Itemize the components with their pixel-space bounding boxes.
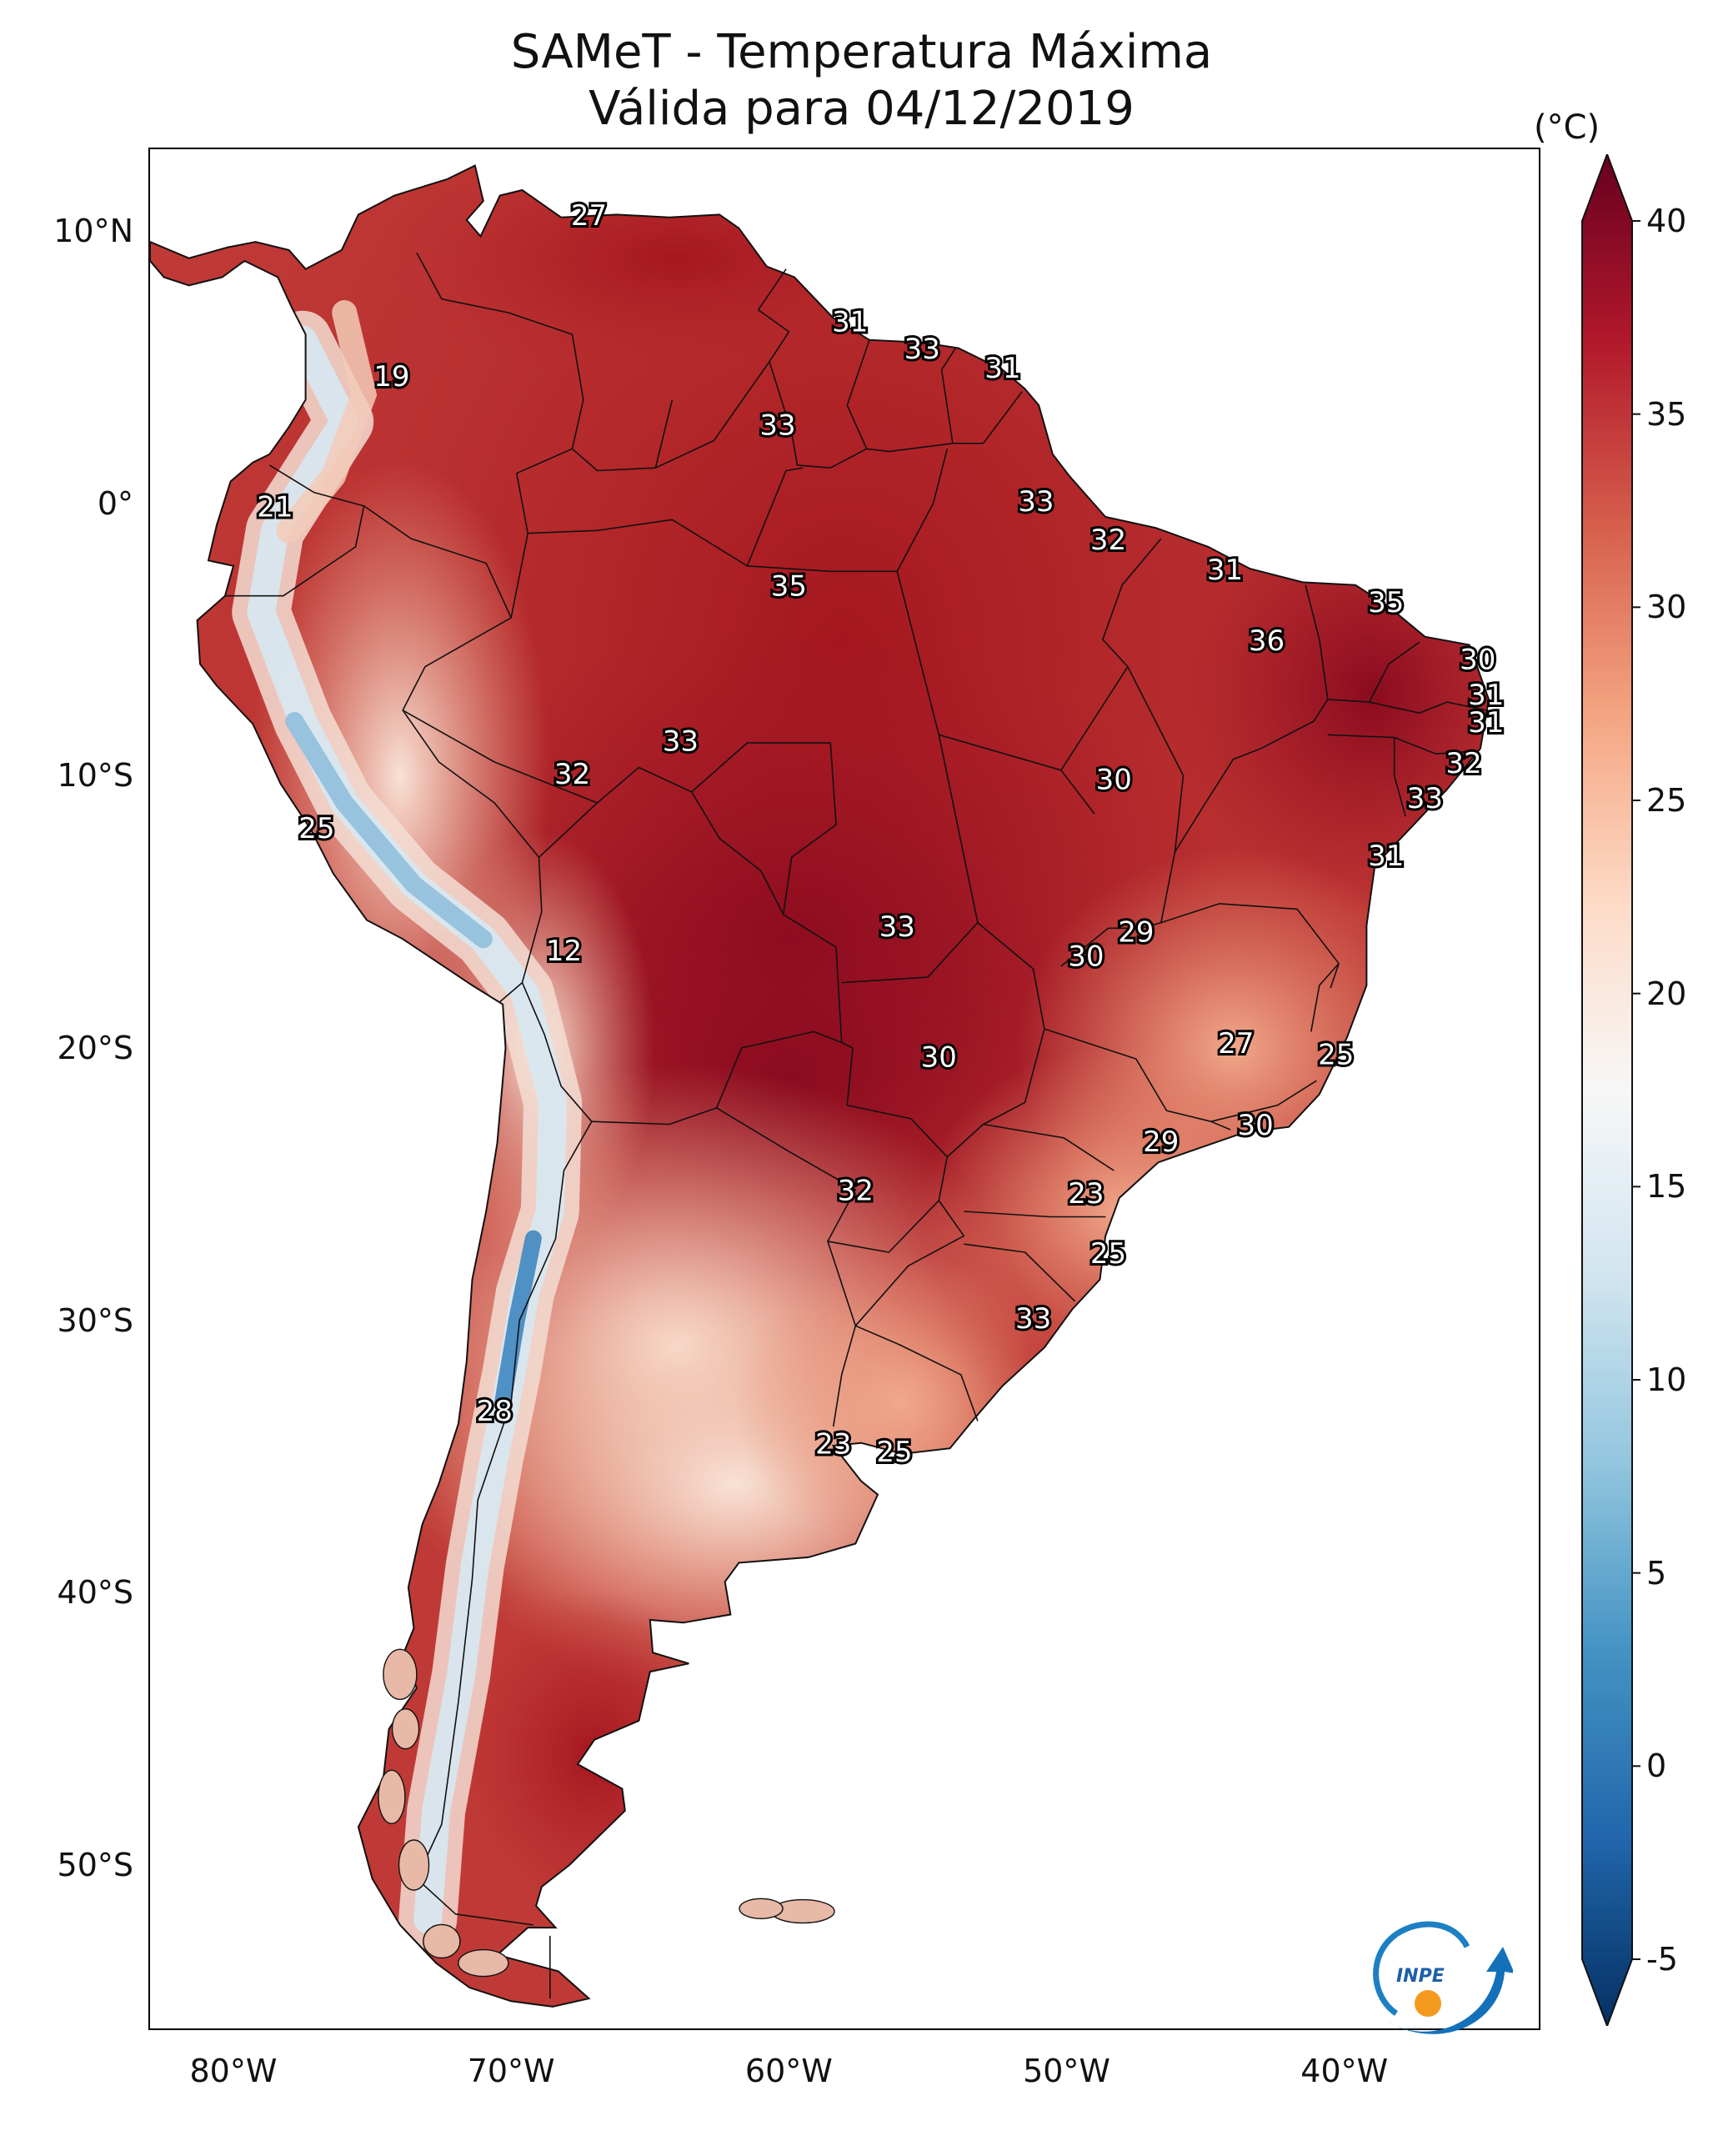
station-value-label: 33 <box>1018 485 1054 519</box>
latitude-tick-label: 0° <box>97 484 133 522</box>
colorbar-tick-label: 0 <box>1646 1747 1667 1785</box>
longitude-tick-label: 70°W <box>467 2053 555 2089</box>
station-value-label: 33 <box>759 409 795 443</box>
continent-temperature-field <box>150 164 1490 2008</box>
station-value-label: 32 <box>554 758 590 791</box>
map-area[interactable]: 27 19 31 33 31 33 21 33 32 31 35 35 36 30 31 31 33 32 32 30… <box>148 148 1540 2030</box>
station-value-label: 25 <box>876 1436 912 1469</box>
station-value-label: 33 <box>904 333 940 366</box>
station-value-label: 33 <box>879 910 915 944</box>
country-borders <box>225 252 1486 1999</box>
colorbar-tick-label: 20 <box>1646 975 1687 1012</box>
station-value-label: 35 <box>1368 586 1404 619</box>
station-value-label: 33 <box>663 725 699 759</box>
station-value-label: 25 <box>298 812 334 845</box>
station-value-label: 23 <box>815 1427 851 1461</box>
station-value-label: 29 <box>1118 915 1154 949</box>
station-value-label: 33 <box>1407 782 1443 815</box>
colorbar-tick-label: 40 <box>1646 203 1687 239</box>
latitude-tick-label: 40°S <box>57 1574 133 1612</box>
station-value-label: 30 <box>921 1041 957 1075</box>
longitude-tick-label: 80°W <box>189 2053 278 2089</box>
inpe-logo: INPE <box>1373 1921 1513 2034</box>
station-value-label: 25 <box>1318 1038 1354 1071</box>
colorbar <box>1581 154 1640 2026</box>
colorbar-tick-label: 5 <box>1646 1554 1667 1592</box>
colorbar-tick-label: 10 <box>1646 1361 1687 1398</box>
station-value-label: 31 <box>1368 840 1404 873</box>
station-value-label: 19 <box>373 360 409 394</box>
station-value-label: 12 <box>546 935 582 968</box>
station-value-label: 30 <box>1460 644 1495 677</box>
station-value-label: 36 <box>1249 624 1285 658</box>
station-value-label: 23 <box>1068 1177 1104 1211</box>
station-value-label: 30 <box>1237 1109 1273 1142</box>
station-value-label: 31 <box>1207 554 1243 587</box>
station-value-label: 31 <box>984 352 1020 385</box>
station-value-label: 31 <box>832 306 868 339</box>
latitude-tick-label: 20°S <box>57 1030 133 1066</box>
latitude-tick-label: 50°S <box>57 1847 133 1883</box>
colorbar-tick-label: 30 <box>1646 589 1687 626</box>
longitude-tick-label: 50°W <box>1023 2053 1111 2089</box>
station-value-label: 31 <box>1468 679 1504 712</box>
station-value-label: 30 <box>1096 763 1132 796</box>
station-value-label: 30 <box>1068 940 1104 974</box>
station-value-label: 32 <box>838 1175 874 1208</box>
map-title: SAMeT - Temperatura Máxima <box>510 25 1213 79</box>
station-value-label: 27 <box>1218 1027 1254 1060</box>
svg-text:INPE: INPE <box>1396 1966 1445 1987</box>
station-value-label: 29 <box>1143 1126 1179 1159</box>
map-subtitle: Válida para 04/12/2019 <box>589 82 1134 136</box>
station-value-label: 32 <box>1445 747 1481 780</box>
colorbar-tick-label: 35 <box>1646 395 1687 433</box>
station-value-label: 32 <box>1090 524 1126 557</box>
longitude-tick-label: 60°W <box>744 2053 833 2089</box>
colorbar-tick-label: 25 <box>1646 782 1687 819</box>
station-value-label: 27 <box>571 199 607 233</box>
colorbar-tick-label: -5 <box>1646 1941 1678 1978</box>
station-value-label: 21 <box>257 491 293 524</box>
colorbar-unit: (°C) <box>1534 108 1600 147</box>
station-value-label: 35 <box>771 569 807 603</box>
latitude-tick-label: 10°S <box>57 757 133 795</box>
station-value-label: 25 <box>1090 1237 1126 1271</box>
station-value-label: 28 <box>477 1395 513 1428</box>
latitude-tick-label: 10°N <box>53 213 133 249</box>
longitude-tick-label: 40°W <box>1300 2053 1389 2089</box>
station-value-label: 31 <box>1468 706 1504 740</box>
colorbar-tick-label: 15 <box>1646 1168 1687 1206</box>
latitude-tick-label: 30°S <box>57 1301 133 1339</box>
station-value-label: 33 <box>1015 1302 1051 1336</box>
